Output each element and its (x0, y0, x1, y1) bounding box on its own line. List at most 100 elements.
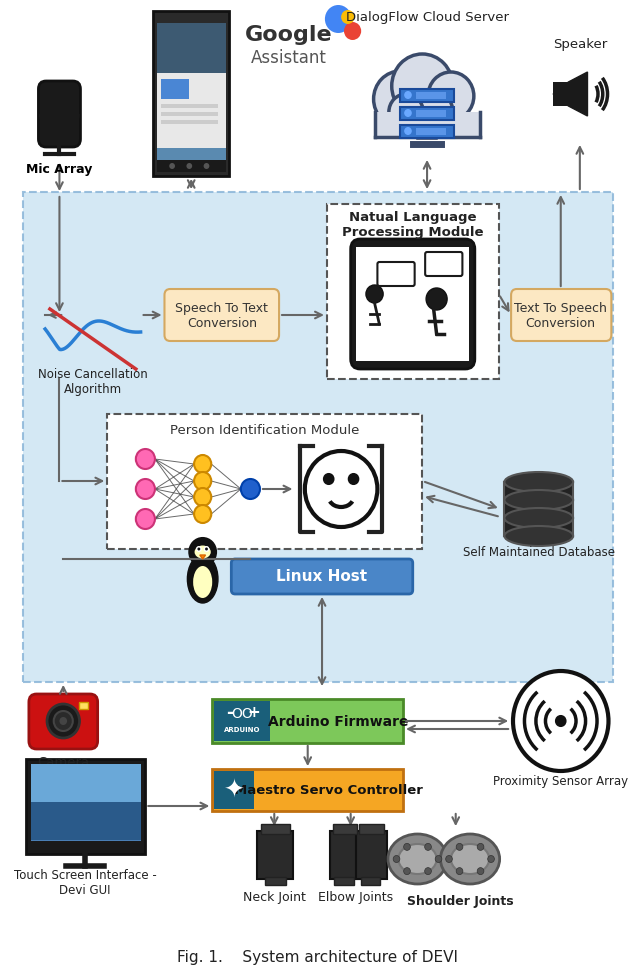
Circle shape (366, 285, 383, 304)
Text: +: + (248, 704, 260, 720)
Bar (504, 500, 573, 519)
Circle shape (324, 475, 333, 485)
FancyBboxPatch shape (38, 82, 81, 148)
Bar (333, 825, 357, 834)
Circle shape (136, 449, 155, 470)
Circle shape (374, 72, 427, 128)
Circle shape (456, 868, 463, 874)
FancyBboxPatch shape (378, 263, 415, 286)
Bar (157, 24, 225, 161)
Text: Elbow Joints: Elbow Joints (318, 891, 393, 904)
Text: Camera: Camera (37, 756, 90, 769)
Text: DialogFlow Cloud Server: DialogFlow Cloud Server (346, 12, 509, 24)
Circle shape (425, 843, 431, 851)
Ellipse shape (195, 546, 211, 559)
Ellipse shape (504, 490, 573, 510)
Bar (26, 759, 145, 854)
Circle shape (305, 451, 378, 528)
FancyBboxPatch shape (351, 239, 475, 369)
Circle shape (404, 92, 412, 100)
Text: Person Identification Module: Person Identification Module (170, 424, 360, 437)
Bar (261, 825, 289, 834)
Text: Neck Joint: Neck Joint (243, 891, 306, 904)
Bar (157, 24, 225, 74)
Bar (153, 12, 229, 177)
Text: Natual Language
Processing Module: Natual Language Processing Module (342, 211, 483, 238)
Circle shape (556, 716, 566, 726)
Text: Proximity Sensor Array: Proximity Sensor Array (493, 775, 628, 787)
Bar (107, 414, 422, 549)
Circle shape (204, 546, 209, 552)
Bar (214, 701, 269, 742)
Circle shape (456, 843, 463, 851)
Circle shape (425, 868, 431, 874)
Ellipse shape (188, 556, 218, 604)
Bar (356, 831, 387, 879)
Bar (401, 107, 454, 121)
Bar (335, 877, 353, 885)
Circle shape (136, 480, 155, 499)
Circle shape (341, 11, 355, 25)
Circle shape (60, 717, 67, 725)
Text: Speaker: Speaker (553, 38, 607, 52)
Bar (161, 113, 218, 117)
Circle shape (325, 6, 351, 34)
Circle shape (197, 548, 200, 551)
Circle shape (411, 91, 453, 135)
Text: OO: OO (231, 706, 253, 720)
Circle shape (194, 473, 211, 490)
Bar (504, 519, 573, 536)
Circle shape (194, 488, 211, 506)
Bar (361, 877, 380, 885)
Text: -: - (226, 703, 233, 721)
Bar (374, 113, 479, 138)
Circle shape (205, 548, 208, 551)
Circle shape (426, 289, 447, 311)
Text: Arduino Firmware: Arduino Firmware (268, 714, 408, 728)
Bar (212, 769, 403, 811)
Bar (161, 105, 218, 108)
Bar (31, 802, 141, 840)
Bar (401, 126, 454, 139)
Circle shape (196, 546, 202, 552)
Circle shape (186, 164, 192, 170)
Bar (504, 483, 573, 500)
Bar (415, 93, 446, 100)
Text: ✦: ✦ (224, 779, 244, 802)
FancyBboxPatch shape (425, 253, 462, 276)
Circle shape (404, 109, 412, 118)
Bar (356, 248, 469, 361)
Circle shape (389, 95, 423, 131)
Bar (359, 825, 384, 834)
Circle shape (477, 868, 484, 874)
Bar (415, 129, 446, 136)
Text: Maestro Servo Controller: Maestro Servo Controller (234, 784, 423, 796)
Ellipse shape (504, 527, 573, 546)
Bar (212, 700, 403, 743)
Text: Speech To Text
Conversion: Speech To Text Conversion (175, 302, 268, 329)
Circle shape (194, 505, 211, 524)
Bar (415, 110, 446, 118)
Circle shape (189, 538, 216, 567)
Text: Text To Speech
Conversion: Text To Speech Conversion (515, 302, 607, 329)
Text: Google: Google (244, 25, 332, 45)
Text: Fig. 1.    System architecture of DEVI: Fig. 1. System architecture of DEVI (177, 950, 458, 964)
Polygon shape (553, 73, 588, 117)
Circle shape (194, 455, 211, 474)
Circle shape (404, 128, 412, 136)
Ellipse shape (193, 567, 212, 598)
Circle shape (204, 164, 209, 170)
Bar (327, 205, 499, 380)
Bar (157, 74, 225, 149)
Circle shape (428, 73, 474, 121)
Text: Linux Host: Linux Host (276, 569, 367, 584)
Text: Mic Array: Mic Array (26, 163, 93, 176)
Polygon shape (200, 556, 205, 560)
Text: Assistant: Assistant (251, 49, 326, 67)
Circle shape (488, 856, 494, 863)
Circle shape (392, 55, 453, 119)
Circle shape (169, 164, 175, 170)
Circle shape (136, 509, 155, 530)
Ellipse shape (504, 473, 573, 492)
Bar (553, 83, 568, 106)
